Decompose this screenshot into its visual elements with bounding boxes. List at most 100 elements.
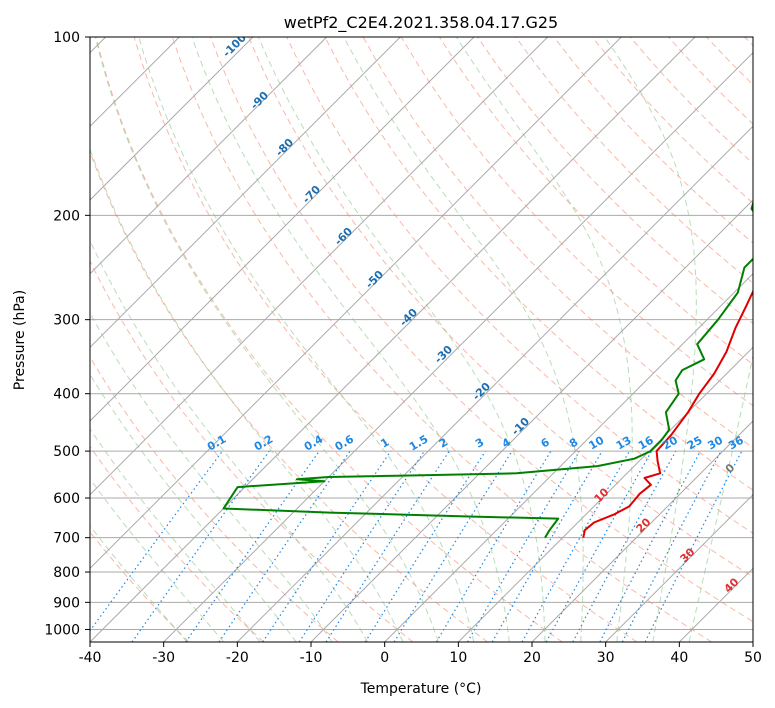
moist-adiabat <box>90 525 188 642</box>
dry-adiabat <box>248 37 753 578</box>
dry-adiabat <box>515 37 753 284</box>
mixing-ratio-label: 13 <box>614 434 634 453</box>
y-tick-label: 600 <box>53 491 80 507</box>
mixing-ratio-label: 6 <box>539 435 552 450</box>
moist-adiabat <box>90 311 333 642</box>
isotherm-line <box>236 125 753 642</box>
mixing-ratio-line <box>599 450 702 642</box>
dry-adiabat <box>706 37 753 86</box>
isotherm-line <box>90 37 254 201</box>
mixing-ratio-label: 2 <box>437 436 450 451</box>
isotherm-label: -70 <box>300 183 323 206</box>
isotherm-label: -50 <box>363 268 386 291</box>
dry-adiabat <box>133 37 638 642</box>
mixing-ratio-line <box>185 450 320 642</box>
isotherm-line <box>90 37 401 349</box>
mixing-ratio-line <box>521 450 631 642</box>
dry-adiabat <box>210 37 753 623</box>
mixing-ratio-line <box>298 450 425 642</box>
moist-adiabat <box>90 373 297 642</box>
moist-adiabat <box>90 239 369 642</box>
moist-adiabat <box>604 37 697 642</box>
x-tick-label: 0 <box>380 650 389 666</box>
x-tick-label: 50 <box>744 650 762 666</box>
dry-adiabat <box>90 259 414 642</box>
isotherm-label: -30 <box>432 343 455 366</box>
y-tick-label: 500 <box>53 444 80 460</box>
x-tick-label: -20 <box>226 650 249 666</box>
mixing-ratio-line <box>644 450 743 642</box>
isotherm-label: -90 <box>248 89 271 112</box>
dry-adiabat <box>438 37 753 366</box>
x-tick-label: -40 <box>79 650 102 666</box>
mixing-ratio-line <box>393 450 513 642</box>
moist-adiabat <box>257 37 546 642</box>
mixing-ratio-line <box>262 450 392 642</box>
x-tick-label: 20 <box>523 650 541 666</box>
x-axis-label: Temperature (°C) <box>360 681 482 697</box>
isotherm-line <box>531 420 753 642</box>
y-tick-label: 900 <box>53 595 80 611</box>
dry-adiabat <box>324 37 753 491</box>
isotherm-line <box>384 272 753 642</box>
mixing-ratio-label: 3 <box>473 436 486 451</box>
isotherm-label: -60 <box>332 225 355 248</box>
isotherm-line <box>90 37 475 422</box>
y-tick-label: 800 <box>53 565 80 581</box>
moist-adiabat <box>138 37 475 642</box>
mixing-ratio-line <box>325 450 450 642</box>
isotherm-label: -80 <box>273 136 296 159</box>
moist-adiabat <box>90 477 225 642</box>
axes-layer: -40 -30 -20 -10 0 10 20 30 40 5010020030040050060… <box>44 30 762 666</box>
temperature-profile <box>582 289 753 538</box>
moist-adiabat <box>90 147 404 642</box>
moist-adiabat <box>343 37 584 642</box>
x-tick-label: 40 <box>670 650 688 666</box>
x-tick-label: 10 <box>449 650 467 666</box>
y-tick-label: 700 <box>53 531 80 547</box>
mixing-ratio-line <box>572 450 677 642</box>
x-tick-label: -10 <box>300 650 323 666</box>
mixing-ratio-label: 10 <box>587 433 607 452</box>
isotherm-line <box>310 199 753 642</box>
chart-title: wetPf2_C2E4.2021.358.04.17.G25 <box>284 13 558 33</box>
mixing-ratio-label: 25 <box>685 434 705 453</box>
theta-label: 40 <box>722 575 742 595</box>
mixing-ratio-line <box>466 450 580 642</box>
mixing-ratio-label: 30 <box>705 433 725 452</box>
mixing-ratio-label: 1.5 <box>407 433 430 454</box>
isotherm-label: 0 <box>723 461 738 476</box>
isotherm-line <box>90 37 328 275</box>
moist-adiabat <box>90 427 261 642</box>
dry-adiabat <box>90 445 264 642</box>
dry-adiabat <box>744 37 753 47</box>
y-axis-label: Pressure (hPa) <box>12 290 28 390</box>
x-tick-label: -30 <box>152 650 175 666</box>
theta-label: 20 <box>634 515 654 535</box>
dry-adiabat <box>286 37 753 534</box>
theta-label: 30 <box>678 545 698 565</box>
isotherm-line <box>90 37 622 570</box>
x-tick-label: 30 <box>597 650 615 666</box>
mixing-ratio-line <box>435 450 552 642</box>
mixing-ratio-line <box>218 450 351 642</box>
mixing-ratio-label: 4 <box>500 435 513 450</box>
y-tick-label: 200 <box>53 208 80 224</box>
isotherm-line <box>457 346 753 642</box>
y-tick-label: 1000 <box>44 622 80 638</box>
mixing-ratio-line <box>364 450 486 642</box>
isotherm-label: -10 <box>509 415 532 438</box>
y-tick-label: 300 <box>53 313 80 329</box>
mixing-ratio-label: 0.6 <box>333 432 357 453</box>
moist-adiabat <box>94 37 439 642</box>
y-tick-label: 100 <box>53 30 80 46</box>
dry-adiabat <box>90 531 190 642</box>
theta-label: 10 <box>592 485 612 505</box>
mixing-ratio-label: 0.2 <box>252 433 275 454</box>
mixing-ratio-label: 1 <box>378 436 391 451</box>
isotherm-line <box>90 37 696 642</box>
mixing-ratio-label: 36 <box>726 433 746 452</box>
moist-adiabat <box>688 353 753 642</box>
dry-adiabat <box>95 37 563 642</box>
plot-area: 0.1 0.2 0.4 0.6 1 1.5 2 3 4 6 8 10 13 16 20 25 30 36-100-… <box>90 37 753 642</box>
